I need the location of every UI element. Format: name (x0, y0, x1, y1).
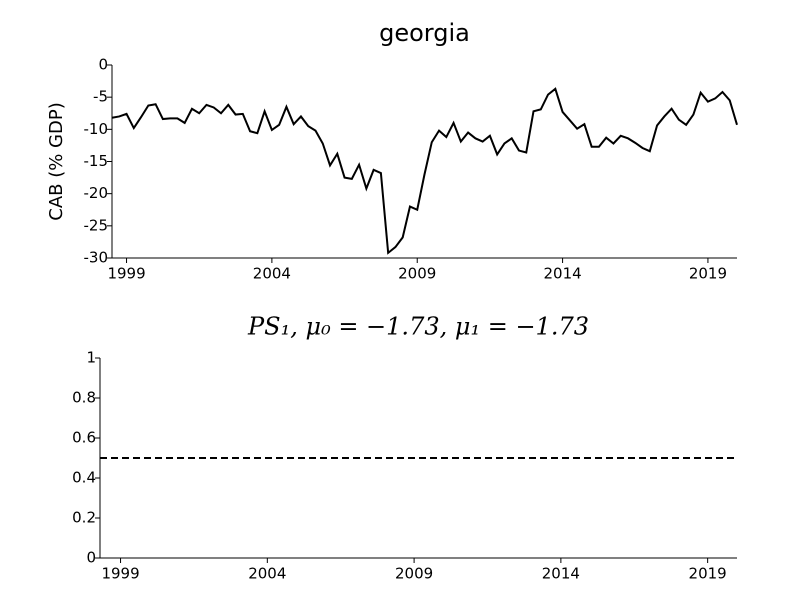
y-tick-label: -5 (93, 88, 108, 106)
x-tick-label: 2004 (248, 565, 286, 583)
y-tick-label: 0.8 (72, 389, 96, 407)
chart-title: georgia (379, 19, 470, 47)
y-axis-label: CAB (% GDP) (46, 102, 67, 221)
y-tick-label: 1 (86, 349, 96, 367)
data-line (111, 87, 738, 255)
y-tick-label: -10 (84, 120, 109, 138)
chart-title: PS₁, μ₀ = −1.73, μ₁ = −1.73 (247, 313, 589, 341)
x-tick-label: 2009 (398, 265, 436, 283)
x-tick-label: 1999 (101, 565, 139, 583)
x-tick-label: 2014 (542, 565, 580, 583)
y-tick-label: 0 (98, 56, 108, 74)
y-tick-label: 0.2 (72, 509, 96, 527)
y-tick-label: -30 (84, 249, 109, 267)
y-tick-label: 0 (86, 549, 96, 567)
y-tick-label: 0.6 (72, 429, 96, 447)
y-tick-label: -25 (84, 216, 109, 234)
x-tick-label: 2009 (395, 565, 433, 583)
x-tick-label: 2014 (543, 265, 581, 283)
x-tick-label: 1999 (107, 265, 145, 283)
y-tick-label: 0.4 (72, 469, 96, 487)
x-tick-label: 2019 (689, 265, 727, 283)
x-tick-label: 2004 (253, 265, 291, 283)
x-tick-label: 2019 (689, 565, 727, 583)
y-tick-label: -15 (84, 152, 109, 170)
y-tick-label: -20 (84, 184, 109, 202)
